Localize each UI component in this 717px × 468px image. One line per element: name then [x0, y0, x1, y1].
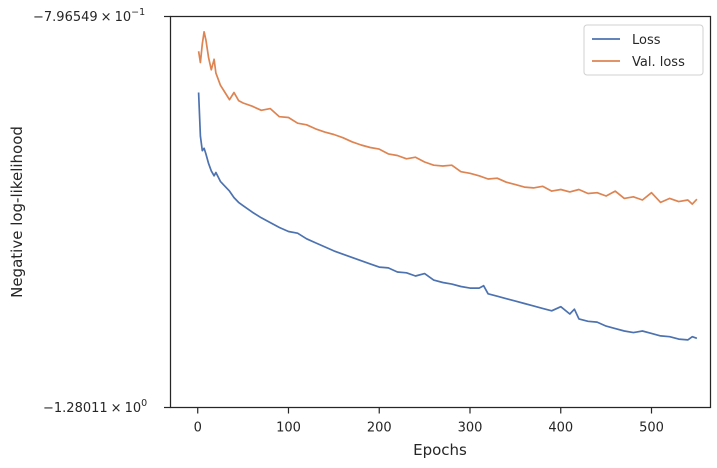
- x-tick-label: 500: [639, 421, 664, 436]
- series-lines: [197, 30, 698, 341]
- plot-frame: [169, 15, 712, 409]
- y-tick-bottom: −1.28011 × 100: [43, 398, 171, 416]
- y-tick-top: −7.96549 × 10−1: [33, 7, 171, 25]
- series-line-loss: [197, 92, 698, 341]
- y-axis-label: Negative log-likelihood: [8, 126, 26, 298]
- x-tick-label: 100: [276, 421, 301, 436]
- legend: Loss Val. loss: [583, 24, 704, 76]
- legend-label-loss: Loss: [632, 33, 661, 48]
- legend-label-val-loss: Val. loss: [632, 55, 685, 70]
- x-axis-label: Epochs: [413, 441, 467, 459]
- svg-text:−7.96549×10−1: −7.96549 × 10−1: [33, 7, 145, 25]
- x-tick-label: 300: [458, 421, 483, 436]
- x-tick-label: 200: [367, 421, 392, 436]
- svg-text:−1.28011×100: −1.28011 × 100: [43, 398, 147, 416]
- series-line-val-loss: [197, 30, 698, 205]
- x-tick-label: 0: [194, 421, 202, 436]
- x-axis: 0 100 200 300 400 500: [194, 407, 664, 436]
- legend-box: [583, 24, 704, 76]
- x-tick-label: 400: [548, 421, 573, 436]
